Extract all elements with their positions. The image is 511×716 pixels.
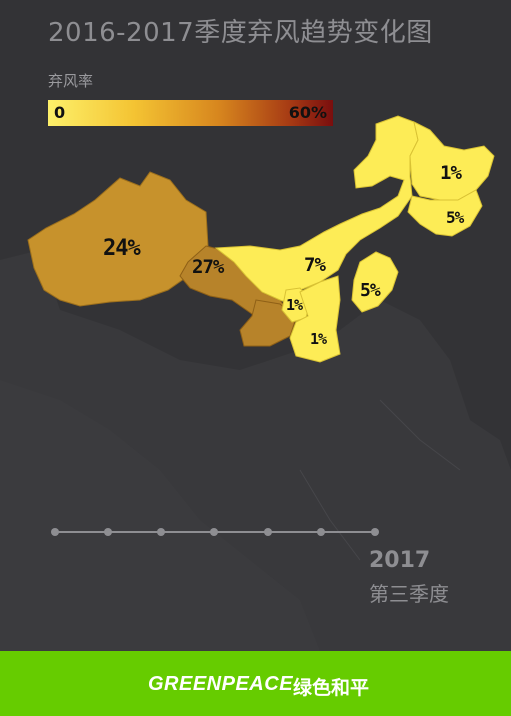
footer-bar: GREENPEACE 绿色和平 bbox=[0, 651, 511, 716]
label-gansu: 27% bbox=[192, 256, 224, 278]
period-year: 2017 bbox=[369, 548, 431, 573]
timeline-slider[interactable] bbox=[0, 520, 400, 544]
label-liaoning: 5% bbox=[360, 280, 381, 301]
label-jilin: 5% bbox=[446, 208, 464, 227]
label-shaanxi: 1% bbox=[310, 330, 327, 348]
legend-max-label: 60% bbox=[288, 103, 327, 122]
legend-min-label: 0 bbox=[54, 103, 66, 122]
region-jilin[interactable] bbox=[407, 189, 483, 237]
background-land-2 bbox=[0, 380, 320, 651]
label-ningxia: 1% bbox=[286, 296, 303, 314]
background-border bbox=[299, 399, 461, 561]
legend-label: 弃风率 bbox=[48, 72, 94, 90]
page-title: 2016-2017季度弃风趋势变化图 bbox=[48, 18, 433, 48]
region-liaoning[interactable] bbox=[351, 251, 399, 313]
timeline-dot[interactable] bbox=[210, 528, 218, 536]
greenpeace-logo: GREENPEACE bbox=[148, 673, 294, 695]
region-xinjiang[interactable] bbox=[27, 171, 209, 307]
timeline-dot[interactable] bbox=[264, 528, 272, 536]
period-quarter: 第三季度 bbox=[369, 582, 449, 606]
label-xinjiang: 24% bbox=[103, 236, 141, 261]
legend-color-scale: 0 60% bbox=[48, 100, 333, 126]
region-shaanxi[interactable] bbox=[289, 275, 341, 363]
label-inner-mongolia: 7% bbox=[304, 254, 326, 276]
greenpeace-logo-chinese: 绿色和平 bbox=[293, 677, 370, 699]
timeline-dot[interactable] bbox=[317, 528, 325, 536]
label-heilongjiang: 1% bbox=[440, 162, 462, 184]
timeline-dot[interactable] bbox=[104, 528, 112, 536]
map bbox=[0, 115, 495, 651]
region-heilongjiang[interactable] bbox=[409, 121, 495, 201]
timeline-dot[interactable] bbox=[157, 528, 165, 536]
timeline-dot-active[interactable] bbox=[371, 528, 379, 536]
timeline-dot[interactable] bbox=[51, 528, 59, 536]
